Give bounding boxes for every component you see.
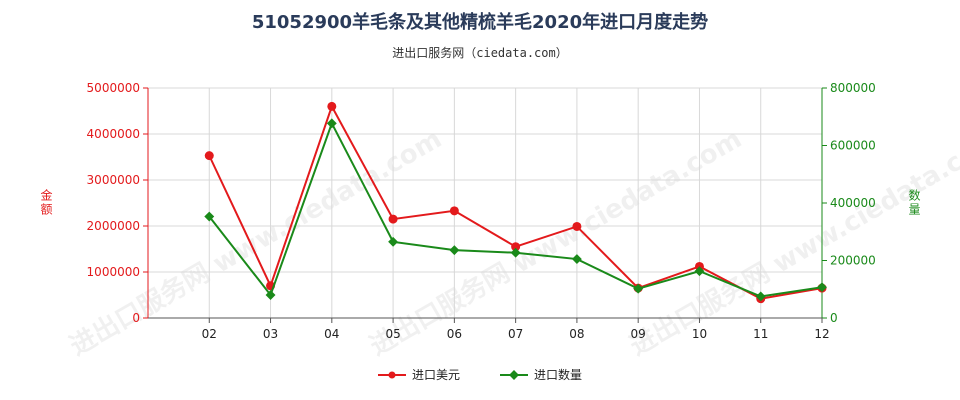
x-tick-label: 12 <box>814 327 829 341</box>
y-right-tick-label: 400000 <box>830 196 876 210</box>
legend-label-qty: 进口数量 <box>534 368 583 382</box>
y-left-tick-label: 1000000 <box>87 265 140 279</box>
legend-item-qty[interactable]: 进口数量 <box>500 366 582 383</box>
data-point-usd <box>572 221 582 231</box>
y-left-tick-label: 5000000 <box>87 81 140 95</box>
x-tick-label: 10 <box>692 327 707 341</box>
y-left-axis-label: 金额 <box>39 188 53 217</box>
legend-swatch-qty-icon <box>500 369 528 380</box>
data-point-qty <box>265 290 276 300</box>
data-point-qty <box>633 283 644 294</box>
legend-label-usd: 进口美元 <box>411 368 460 382</box>
y-left-tick-label: 4000000 <box>87 127 140 141</box>
y-right-axis-label: 数量 <box>907 188 921 217</box>
x-tick-label: 08 <box>569 327 584 341</box>
x-tick-label: 02 <box>202 327 217 341</box>
data-point-qty <box>326 118 337 129</box>
y-right-tick-label: 600000 <box>830 139 876 153</box>
y-right-tick-label: 800000 <box>830 81 876 95</box>
data-point-usd <box>388 214 398 224</box>
data-point-usd <box>511 242 521 252</box>
data-point-qty <box>204 211 215 222</box>
data-point-qty <box>755 291 766 302</box>
x-tick-label: 07 <box>508 327 523 341</box>
axis-layer: 0100000020000003000000400000050000000200… <box>39 81 921 341</box>
x-tick-label: 05 <box>385 327 400 341</box>
y-left-tick-label: 0 <box>132 311 140 325</box>
data-point-usd <box>327 101 337 111</box>
x-tick-label: 11 <box>753 327 768 341</box>
x-tick-label: 06 <box>447 327 462 341</box>
data-point-usd <box>204 151 214 161</box>
data-point-qty <box>449 245 460 256</box>
data-point-qty <box>510 247 521 258</box>
y-left-tick-label: 2000000 <box>87 219 140 233</box>
legend-swatch-usd-icon <box>377 371 406 378</box>
x-tick-label: 04 <box>324 327 339 341</box>
x-tick-label: 09 <box>631 327 646 341</box>
series-layer <box>204 101 827 304</box>
y-right-tick-label: 200000 <box>830 254 876 268</box>
x-tick-label: 03 <box>263 327 278 341</box>
data-point-qty <box>571 254 582 265</box>
y-right-tick-label: 0 <box>830 311 838 325</box>
chart-title: 51052900羊毛条及其他精梳羊毛2020年进口月度走势 <box>251 12 709 33</box>
data-point-qty <box>694 266 705 277</box>
data-point-qty <box>388 236 399 247</box>
chart-subtitle: 进出口服务网（ciedata.com） <box>392 46 568 60</box>
y-left-tick-label: 3000000 <box>87 173 140 187</box>
data-point-usd <box>449 206 459 216</box>
legend: 进口美元 进口数量 <box>0 366 960 383</box>
legend-item-usd[interactable]: 进口美元 <box>377 366 460 383</box>
data-point-qty <box>817 282 827 293</box>
